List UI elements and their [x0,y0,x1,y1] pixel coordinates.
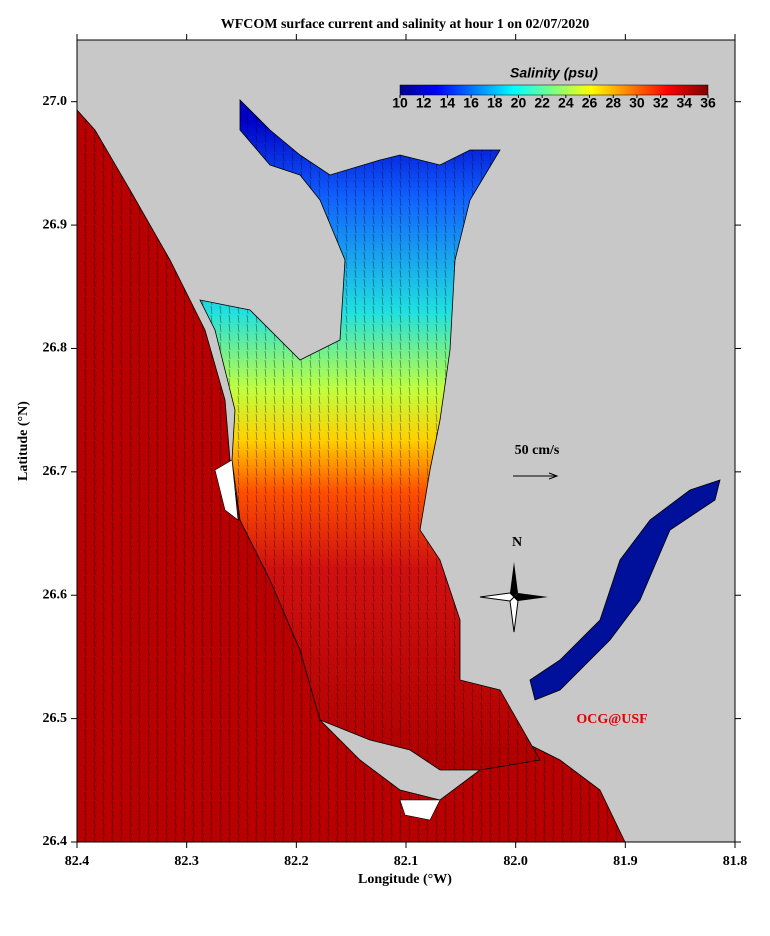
y-tick-label: 27.0 [43,94,68,109]
x-axis-label: Longitude (°W) [358,872,452,887]
y-tick-label: 26.8 [43,341,68,356]
y-tick-label: 26.5 [43,711,68,726]
y-tick-label: 26.4 [43,834,68,849]
colorbar-tick-label: 10 [392,95,408,111]
colorbar-tick-label: 30 [629,95,645,111]
colorbar-tick-label: 20 [511,95,527,111]
credit: OCG@USF [576,712,647,727]
title: WFCOM surface current and salinity at ho… [221,17,590,32]
colorbar-tick-label: 14 [440,95,456,111]
x-tick-label: 81.9 [613,854,638,869]
colorbar-tick-label: 34 [677,95,693,111]
colorbar-tick-label: 16 [463,95,479,111]
colorbar-tick-label: 32 [653,95,669,111]
colorbar-label: Salinity (psu) [510,65,598,81]
y-axis-label: Latitude (°N) [16,401,31,481]
current-vectors [77,110,625,842]
colorbar-tick-label: 36 [700,95,716,111]
colorbar-tick-label: 18 [487,95,503,111]
colorbar-tick-label: 26 [582,95,598,111]
colorbar-tick-label: 24 [558,95,574,111]
colorbar-tick-label: 28 [605,95,621,111]
x-tick-label: 82.4 [65,854,90,869]
colorbar-tick-label: 22 [534,95,550,111]
x-tick-label: 81.8 [723,854,748,869]
x-tick-label: 82.3 [174,854,199,869]
map-area [77,40,735,842]
y-tick-label: 26.7 [43,464,68,479]
estuary-vectors [200,100,540,770]
y-tick-label: 26.6 [43,587,68,602]
x-tick-label: 82.1 [394,854,419,869]
north-label: N [512,535,522,550]
compass [479,562,548,633]
x-tick-label: 82.2 [284,854,309,869]
river [529,479,721,701]
colorbar-tick-label: 12 [416,95,432,111]
x-tick-label: 82.0 [503,854,528,869]
island [399,799,441,821]
island [214,459,239,521]
scale-label: 50 cm/s [515,443,560,458]
scale-arrowhead [548,472,559,480]
y-tick-label: 26.9 [43,217,68,232]
colorbar [399,84,709,96]
